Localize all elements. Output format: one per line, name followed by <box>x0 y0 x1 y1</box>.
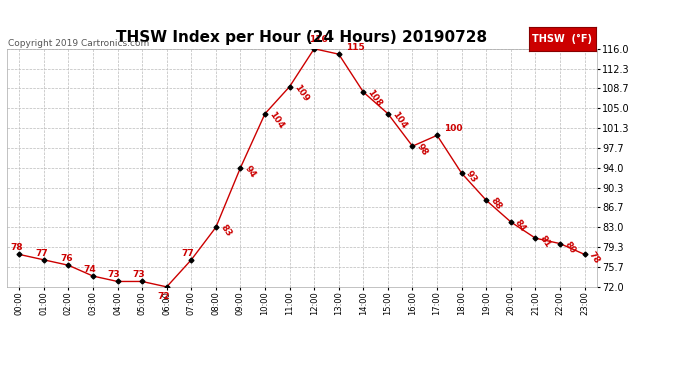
Text: 73: 73 <box>108 270 121 279</box>
Text: 94: 94 <box>243 164 257 179</box>
Text: 73: 73 <box>132 270 145 279</box>
Text: 83: 83 <box>218 224 233 239</box>
Text: 109: 109 <box>292 82 310 103</box>
Text: 88: 88 <box>489 196 503 211</box>
Text: 81: 81 <box>538 234 553 249</box>
Text: 100: 100 <box>444 124 462 133</box>
Text: 77: 77 <box>181 249 195 258</box>
Text: 77: 77 <box>35 249 48 258</box>
Text: 108: 108 <box>366 88 384 108</box>
Text: 80: 80 <box>562 240 577 255</box>
Text: 78: 78 <box>587 251 602 266</box>
Text: 104: 104 <box>391 110 408 130</box>
Text: Copyright 2019 Cartronics.com: Copyright 2019 Cartronics.com <box>8 39 150 48</box>
Text: 72: 72 <box>157 292 170 302</box>
Text: 115: 115 <box>346 43 364 52</box>
Text: 98: 98 <box>415 142 430 158</box>
Text: 116: 116 <box>308 35 327 44</box>
Text: THSW  (°F): THSW (°F) <box>533 34 592 44</box>
Text: 104: 104 <box>268 110 286 130</box>
Title: THSW Index per Hour (24 Hours) 20190728: THSW Index per Hour (24 Hours) 20190728 <box>117 30 487 45</box>
Text: 76: 76 <box>60 254 72 263</box>
Text: 93: 93 <box>464 169 479 185</box>
Text: 74: 74 <box>83 265 96 274</box>
Text: 84: 84 <box>513 218 528 233</box>
Text: 78: 78 <box>11 243 23 252</box>
